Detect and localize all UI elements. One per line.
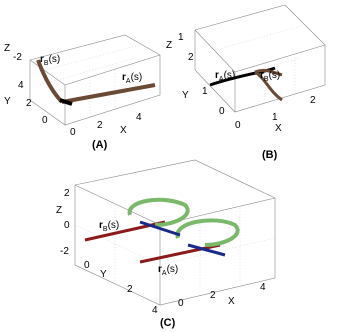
curve-arg: (s) [131, 72, 143, 83]
z-axis-label: Z [4, 43, 10, 54]
panel-label: (C) [160, 317, 176, 329]
y-axis-label: Y [182, 90, 189, 101]
curve-arg: (s) [167, 264, 179, 275]
y-tick-label: 2 [188, 52, 194, 63]
panel-b-box [194, 4, 326, 113]
curve-arg: (s) [49, 54, 61, 65]
x-axis-label: X [275, 123, 282, 134]
x-tick-label: 0 [70, 127, 76, 138]
z-axis-label: Z [56, 205, 62, 216]
curve-sub: B [103, 226, 108, 233]
curve-arg: (s) [108, 220, 120, 231]
x-tick-label: 0 [235, 120, 241, 131]
x-tick-label: 1 [272, 112, 278, 123]
z-tick-label: 1 [178, 32, 184, 43]
y-tick-label: 4 [152, 305, 158, 316]
curve-arg: (s) [269, 70, 281, 81]
panel-label: (B) [262, 149, 278, 161]
curve-symbol: r [99, 220, 103, 231]
curve-label: rB(s) [40, 54, 60, 67]
x-tick-label: 2 [210, 290, 216, 301]
z-tick-label: -2 [60, 246, 69, 257]
y-tick-label: 0 [42, 115, 48, 126]
y-tick-label: 0 [219, 106, 225, 117]
curve-sub: A [219, 76, 224, 83]
curve-sub: A [162, 270, 167, 277]
curve-symbol: r [215, 70, 219, 81]
y-tick-label: 4 [18, 80, 24, 91]
panel-c-box [74, 159, 276, 306]
z-axis-label: Z [166, 40, 172, 51]
y-axis-label: Y [4, 96, 11, 107]
y-axis-label: Y [100, 269, 107, 280]
curve-symbol: r [260, 70, 264, 81]
z-tick-label: 0 [64, 220, 70, 231]
panel-a-box [29, 34, 161, 126]
x-tick-label: 0 [178, 298, 184, 309]
x-tick-label: 2 [97, 120, 103, 131]
curve-symbol: r [122, 72, 126, 83]
z-tick-label: 2 [64, 188, 70, 199]
curve-arg: (s) [224, 70, 236, 81]
curve-label: rA(s) [215, 70, 235, 83]
curve-sub: A [126, 78, 131, 85]
y-tick-label: 2 [26, 98, 32, 109]
x-axis-label: X [228, 296, 235, 307]
x-tick-label: 4 [136, 112, 142, 123]
y-tick-label: 0 [84, 260, 90, 271]
curve-label: rB(s) [260, 70, 280, 83]
panel-label: (A) [92, 139, 108, 151]
curve-label: rA(s) [122, 72, 142, 85]
x-axis-label: X [120, 125, 127, 136]
x-tick-label: 2 [310, 95, 316, 106]
y-tick-label: 2 [127, 284, 133, 295]
y-tick-label: 1 [202, 86, 208, 97]
z-tick-label: -2 [13, 52, 22, 63]
curve-sub: B [264, 76, 269, 83]
curve-symbol: r [40, 54, 44, 65]
curve-sub: B [44, 60, 49, 67]
curve-label: rA(s) [158, 264, 178, 277]
curve-label: rB(s) [99, 220, 119, 233]
curve-symbol: r [158, 264, 162, 275]
x-tick-label: 4 [260, 282, 266, 293]
